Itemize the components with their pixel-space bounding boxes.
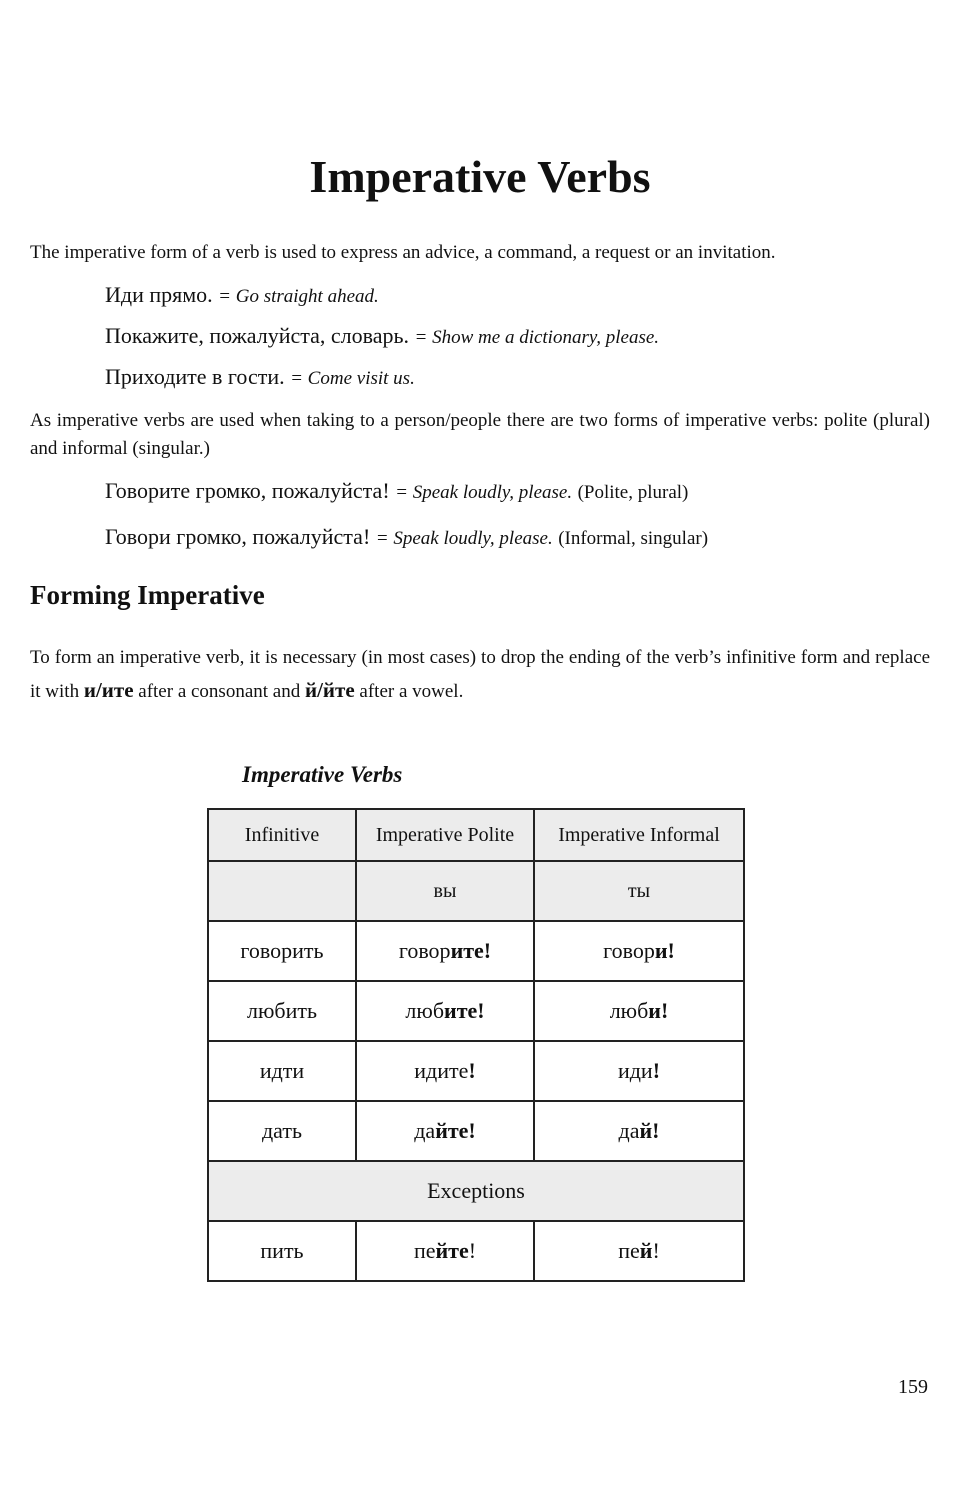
section-heading: Forming Imperative xyxy=(30,580,265,610)
cell-text: любить xyxy=(246,998,318,1023)
table-row: пить пейте! пей! xyxy=(207,1220,745,1282)
table-caption: Imperative Verbs xyxy=(242,762,403,787)
table-cell: любить xyxy=(207,980,357,1042)
example-polite: Говорите громко, пожалуйста! = Speak lou… xyxy=(105,478,688,504)
cell-text: дать xyxy=(261,1118,303,1143)
example-3: Приходите в гости. = Come visit us. xyxy=(105,364,415,390)
example-translation: = Speak loudly, please. xyxy=(395,482,573,503)
example-note: (Polite, plural) xyxy=(577,482,689,503)
example-translation: = Come visit us. xyxy=(290,368,415,389)
table-cell: говорите! xyxy=(355,920,535,982)
cell-text: ! xyxy=(468,1058,476,1083)
example-translation: = Speak loudly, please. xyxy=(375,528,553,549)
example-russian: Иди прямо. xyxy=(105,282,213,307)
cell-text: йте xyxy=(435,1238,469,1263)
ending-consonant: и/ите xyxy=(83,678,134,702)
table-row: говорить говорите! говори! xyxy=(207,920,745,982)
cell-text: пе xyxy=(618,1238,640,1263)
table-cell: дать xyxy=(207,1100,357,1162)
table-cell: иди! xyxy=(533,1040,745,1102)
page-number: 159 xyxy=(898,1376,928,1398)
cell-text: ! xyxy=(468,1238,477,1263)
example-russian: Говорите громко, пожалуйста! xyxy=(105,478,390,503)
cell-text: пе xyxy=(413,1238,436,1263)
cell-text: ! xyxy=(652,1058,661,1083)
table-cell: дай! xyxy=(533,1100,745,1162)
example-translation: = Go straight ahead. xyxy=(218,286,379,307)
example-1: Иди прямо. = Go straight ahead. xyxy=(105,282,379,308)
forms-paragraph: As imperative verbs are used when taking… xyxy=(30,410,930,459)
example-translation: = Show me a dictionary, please. xyxy=(414,327,660,348)
example-note: (Informal, singular) xyxy=(558,528,709,549)
cell-text: говор xyxy=(398,938,451,963)
page-title: Imperative Verbs xyxy=(309,151,651,202)
cell-text: йте! xyxy=(435,1118,476,1143)
table-cell: дайте! xyxy=(355,1100,535,1162)
table-cell: пейте! xyxy=(355,1220,535,1282)
table-cell: пей! xyxy=(533,1220,745,1282)
cell-text: идти xyxy=(259,1058,305,1083)
imperative-table: Infinitive Imperative Polite Imperative … xyxy=(207,808,745,1282)
table-row: дать дайте! дай! xyxy=(207,1100,745,1162)
table-cell: люби! xyxy=(533,980,745,1042)
cell-text: да xyxy=(414,1118,436,1143)
header-polite: Imperative Polite xyxy=(355,808,535,862)
cell-text: ! xyxy=(652,1238,660,1263)
cell-text: да xyxy=(618,1118,640,1143)
table-cell: любите! xyxy=(355,980,535,1042)
ending-vowel: й/йте xyxy=(304,678,355,702)
table-row: любить любите! люби! xyxy=(207,980,745,1042)
table-cell: идти xyxy=(207,1040,357,1102)
cell-text: ите! xyxy=(450,938,492,963)
pronoun-row: вы ты xyxy=(207,860,745,922)
forming-paragraph: To form an imperative verb, it is necess… xyxy=(30,642,930,708)
header-informal: Imperative Informal xyxy=(533,808,745,862)
cell-text: люб xyxy=(405,998,445,1023)
intro-paragraph: The imperative form of a verb is used to… xyxy=(30,242,776,263)
table-row: идти идите! иди! xyxy=(207,1040,745,1102)
header-infinitive: Infinitive xyxy=(207,808,357,862)
text: after a consonant and xyxy=(133,681,305,702)
cell-text: люб xyxy=(609,998,649,1023)
exceptions-label: Exceptions xyxy=(207,1160,745,1222)
cell-text: и! xyxy=(654,938,675,963)
example-2: Покажите, пожалуйста, словарь. = Show me… xyxy=(105,323,659,349)
table-cell: пить xyxy=(207,1220,357,1282)
header-row: Infinitive Imperative Polite Imperative … xyxy=(207,808,745,862)
exceptions-row: Exceptions xyxy=(207,1160,745,1222)
table-cell: говори! xyxy=(533,920,745,982)
cell-text: и! xyxy=(648,998,669,1023)
pronoun-cell: ты xyxy=(533,860,745,922)
example-informal: Говори громко, пожалуйста! = Speak loudl… xyxy=(105,524,708,550)
table-cell: говорить xyxy=(207,920,357,982)
text: To form an imperative verb, it is necess… xyxy=(30,647,930,702)
cell-text: иди xyxy=(617,1058,653,1083)
text: after a vowel. xyxy=(354,681,464,702)
table-cell: идите! xyxy=(355,1040,535,1102)
cell-text: идите xyxy=(414,1058,469,1083)
pronoun-cell: вы xyxy=(355,860,535,922)
example-russian: Говори громко, пожалуйста! xyxy=(105,524,371,549)
example-russian: Покажите, пожалуйста, словарь. xyxy=(105,323,410,348)
cell-text: пить xyxy=(260,1238,304,1263)
example-russian: Приходите в гости. xyxy=(105,364,285,389)
cell-text: говорить xyxy=(240,938,324,963)
pronoun-cell xyxy=(207,860,357,922)
cell-text: ите! xyxy=(444,998,485,1023)
cell-text: говор xyxy=(603,938,655,963)
cell-text: й xyxy=(639,1238,653,1263)
cell-text: й! xyxy=(639,1118,660,1143)
